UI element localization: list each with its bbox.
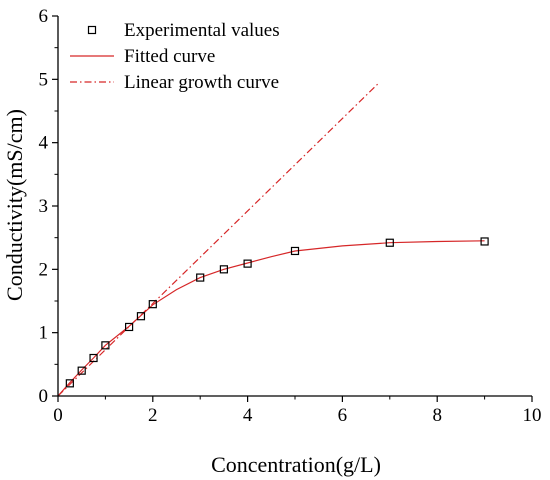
x-tick-label: 0 [53,405,63,426]
legend-label: Fitted curve [124,46,215,67]
data-point [136,312,146,321]
data-point [148,300,157,309]
y-tick-label: 4 [39,133,49,154]
y-tick-label: 1 [39,323,49,344]
data-point [385,238,394,247]
x-axis-label: Concentration(g/L) [211,452,381,477]
legend-label: Linear growth curve [124,72,279,93]
data-point [243,259,252,268]
y-axis-label: Conductivity(mS/cm) [2,109,27,301]
data-point [65,379,74,388]
axes: 0 2 4 6 8 10 0 1 2 3 4 5 6 [39,6,542,426]
data-point [89,353,98,363]
series-line [57,240,485,397]
series-line [57,83,379,397]
x-tick-label: 2 [148,405,158,426]
legend-marker [87,25,97,35]
x-tick-label: 10 [523,405,542,426]
data-point [124,322,134,332]
legend-label: Experimental values [124,20,280,41]
data-point [77,366,86,375]
data-point [196,273,205,282]
data-point [290,246,300,256]
legend: Experimental values Fitted curve Linear gr… [70,20,280,93]
y-tick-label: 0 [39,386,49,407]
plot-area [57,83,489,397]
x-tick-label: 4 [243,405,253,426]
data-point [219,265,228,274]
y-tick-label: 3 [39,196,49,217]
y-tick-label: 5 [39,69,49,90]
y-tick-label: 6 [39,6,49,27]
y-tick-label: 2 [39,259,49,280]
data-point [480,237,489,246]
data-point [101,341,110,350]
x-tick-label: 8 [432,405,442,426]
x-tick-label: 6 [338,405,348,426]
